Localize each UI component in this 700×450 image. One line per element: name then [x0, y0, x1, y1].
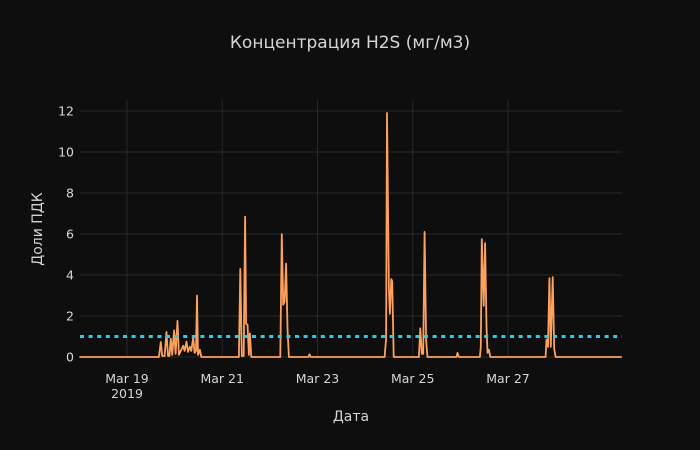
y-axis-title: Доли ПДК	[30, 192, 46, 266]
x-axis-title: Дата	[332, 409, 370, 425]
y-tick-label: 4	[66, 267, 74, 282]
x-tick-label: Mar 19	[105, 371, 149, 386]
y-tick-label: 12	[58, 103, 74, 118]
y-tick-label: 6	[66, 226, 74, 241]
y-tick-label: 0	[66, 349, 74, 364]
y-tick-label: 8	[66, 185, 74, 200]
x-tick-label: Mar 27	[486, 371, 529, 386]
x-tick-label: Mar 25	[391, 371, 434, 386]
x-tick-label: Mar 23	[296, 371, 339, 386]
chart-title: Концентрация H2S (мг/м3)	[229, 33, 471, 53]
x-tick-sublabel: 2019	[111, 386, 143, 401]
y-tick-label: 10	[58, 144, 74, 159]
y-tick-label: 2	[66, 308, 74, 323]
x-tick-label: Mar 21	[200, 371, 243, 386]
h2s-series-line	[79, 112, 622, 358]
